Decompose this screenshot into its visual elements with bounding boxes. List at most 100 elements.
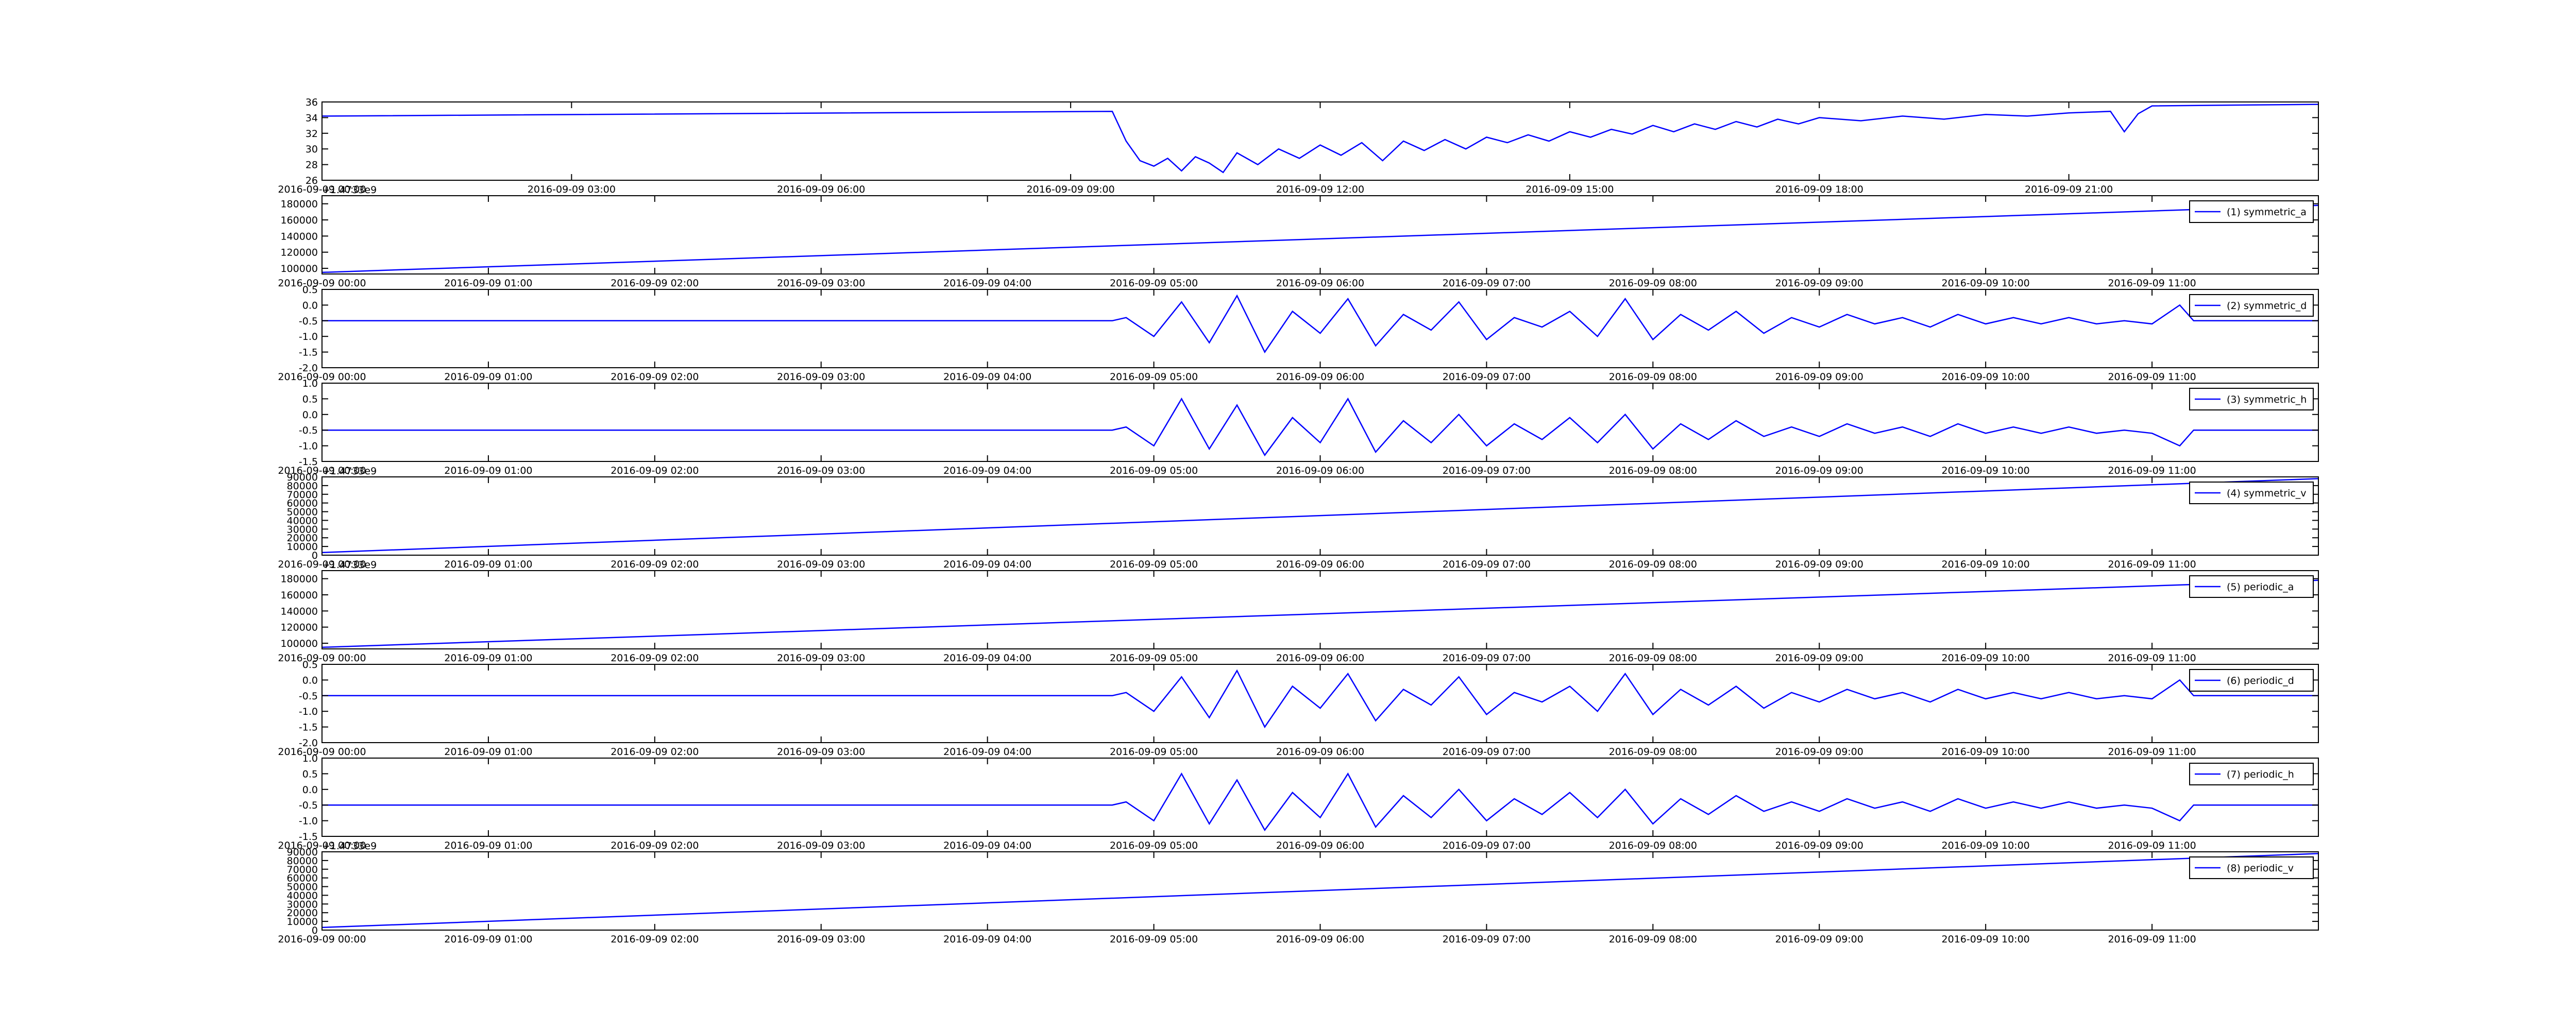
y-tick-label: -1.5	[299, 347, 318, 358]
y-tick-label: 28	[306, 160, 318, 171]
axes-frame	[321, 289, 2319, 368]
y-tick-label: 0.0	[302, 675, 318, 686]
y-tick-label: -1.5	[299, 831, 318, 843]
y-tick-label: 180000	[280, 574, 318, 585]
x-tick-label: 2016-09-09 07:00	[1443, 465, 1531, 476]
y-tick-label: 120000	[280, 622, 318, 633]
x-tick-label: 2016-09-09 06:00	[1276, 559, 1364, 570]
subplot: 0100002000030000400005000060000700008000…	[278, 466, 2319, 570]
y-tick-label: -2.0	[299, 363, 318, 374]
y-tick-label: 1.0	[302, 378, 318, 389]
y-tick-label: 26	[306, 175, 318, 186]
x-tick-label: 2016-09-09 09:00	[1775, 934, 1863, 945]
x-tick-label: 2016-09-09 03:00	[777, 840, 865, 851]
subplot: -2.0 -1.5 -1.0 -0.5 0.0 0.5 2016-09-09 00:00 20…	[278, 659, 2319, 758]
x-tick-label: 2016-09-09 00:00	[278, 934, 366, 945]
x-tick-label: 2016-09-09 00:00	[278, 371, 366, 383]
x-tick-label: 2016-09-09 05:00	[1110, 559, 1198, 570]
x-tick-label: 2016-09-09 07:00	[1443, 278, 1531, 289]
x-tick-label: 2016-09-09 01:00	[444, 653, 532, 664]
y-tick-label: -1.0	[299, 441, 318, 452]
x-tick-label: 2016-09-09 15:00	[1526, 184, 1614, 195]
y-tick-label: 30000	[287, 524, 318, 535]
x-tick-label: 2016-09-09 06:00	[1276, 746, 1364, 758]
x-tick-label: 2016-09-09 10:00	[1942, 934, 2030, 945]
y-tick-label: 30000	[287, 899, 318, 910]
y-offset-label: +1.4733e9	[322, 559, 377, 571]
x-tick-label: 2016-09-09 05:00	[1110, 278, 1198, 289]
y-tick-label: -0.5	[299, 800, 318, 811]
x-tick-label: 2016-09-09 06:00	[777, 184, 865, 195]
y-tick-label: 34	[306, 112, 318, 124]
y-tick-label: 30	[306, 144, 318, 155]
subplot: 0100002000030000400005000060000700008000…	[278, 840, 2319, 945]
x-tick-label: 2016-09-09 06:00	[1276, 278, 1364, 289]
y-tick-label: -0.5	[299, 425, 318, 436]
y-tick-label: 140000	[280, 606, 318, 617]
y-tick-label: 0.5	[302, 284, 318, 296]
y-tick-label: 160000	[280, 215, 318, 226]
y-tick-label: 0	[312, 550, 318, 561]
y-offset-label: +1.4733e9	[322, 840, 377, 852]
x-tick-label: 2016-09-09 03:00	[777, 371, 865, 383]
x-tick-label: 2016-09-09 04:00	[943, 559, 1031, 570]
y-tick-label: -0.5	[299, 691, 318, 702]
x-tick-label: 2016-09-09 21:00	[2025, 184, 2113, 195]
legend-label: (3) symmetric_h	[2227, 394, 2307, 405]
subplot: -1.5 -1.0 -0.5 0.0 0.5 1.0 2016-09-09 00:00 201…	[278, 378, 2319, 476]
x-tick-label: 2016-09-09 03:00	[777, 465, 865, 476]
y-tick-label: 1.0	[302, 753, 318, 764]
y-tick-label: 90000	[287, 472, 318, 483]
y-tick-label: 10000	[287, 916, 318, 928]
legend-label: (4) symmetric_v	[2227, 488, 2307, 499]
x-tick-label: 2016-09-09 04:00	[943, 465, 1031, 476]
x-tick-label: 2016-09-09 08:00	[1609, 934, 1697, 945]
x-tick-label: 2016-09-09 08:00	[1609, 278, 1697, 289]
x-tick-label: 2016-09-09 01:00	[444, 371, 532, 383]
x-tick-label: 2016-09-09 05:00	[1110, 465, 1198, 476]
x-tick-label: 2016-09-09 05:00	[1110, 934, 1198, 945]
y-tick-label: 100000	[280, 638, 318, 649]
y-tick-label: -1.5	[299, 456, 318, 468]
legend-label: (2) symmetric_d	[2227, 300, 2307, 312]
data-line	[322, 579, 2318, 648]
x-tick-label: 2016-09-09 01:00	[444, 278, 532, 289]
x-tick-label: 2016-09-09 18:00	[1775, 184, 1863, 195]
data-line	[322, 669, 2318, 729]
legend-label: (5) periodic_a	[2227, 581, 2294, 593]
y-offset-label: +1.4733e9	[322, 184, 377, 196]
x-tick-label: 2016-09-09 08:00	[1609, 465, 1697, 476]
legend-label: (1) symmetric_a	[2227, 207, 2307, 218]
x-tick-label: 2016-09-09 04:00	[943, 746, 1031, 758]
y-tick-label: -2.0	[299, 737, 318, 749]
y-tick-label: -1.0	[299, 706, 318, 717]
x-tick-label: 2016-09-09 10:00	[1942, 653, 2030, 664]
x-tick-label: 2016-09-09 08:00	[1609, 371, 1697, 383]
x-tick-label: 2016-09-09 02:00	[611, 746, 699, 758]
y-tick-label: 180000	[280, 199, 318, 210]
y-tick-label: 0.0	[302, 409, 318, 421]
data-line	[322, 294, 2318, 354]
x-tick-label: 2016-09-09 00:00	[278, 465, 366, 476]
x-tick-label: 2016-09-09 10:00	[1942, 278, 2030, 289]
x-tick-label: 2016-09-09 05:00	[1110, 746, 1198, 758]
x-tick-label: 2016-09-09 00:00	[278, 184, 366, 195]
x-tick-label: 2016-09-09 09:00	[1027, 184, 1115, 195]
x-tick-label: 2016-09-09 01:00	[444, 840, 532, 851]
y-tick-label: 140000	[280, 231, 318, 242]
data-line	[322, 853, 2318, 929]
x-tick-label: 2016-09-09 07:00	[1443, 653, 1531, 664]
x-tick-label: 2016-09-09 09:00	[1775, 278, 1863, 289]
y-tick-label: -0.5	[299, 316, 318, 327]
plot-area	[322, 204, 2318, 273]
legend-label: (7) periodic_h	[2227, 769, 2294, 780]
x-tick-label: 2016-09-09 01:00	[444, 934, 532, 945]
plot-area	[322, 853, 2318, 929]
x-tick-label: 2016-09-09 11:00	[2108, 934, 2196, 945]
x-tick-label: 2016-09-09 03:00	[777, 934, 865, 945]
x-tick-label: 2016-09-09 11:00	[2108, 559, 2196, 570]
x-tick-label: 2016-09-09 05:00	[1110, 371, 1198, 383]
x-tick-label: 2016-09-09 07:00	[1443, 559, 1531, 570]
x-tick-label: 2016-09-09 10:00	[1942, 559, 2030, 570]
